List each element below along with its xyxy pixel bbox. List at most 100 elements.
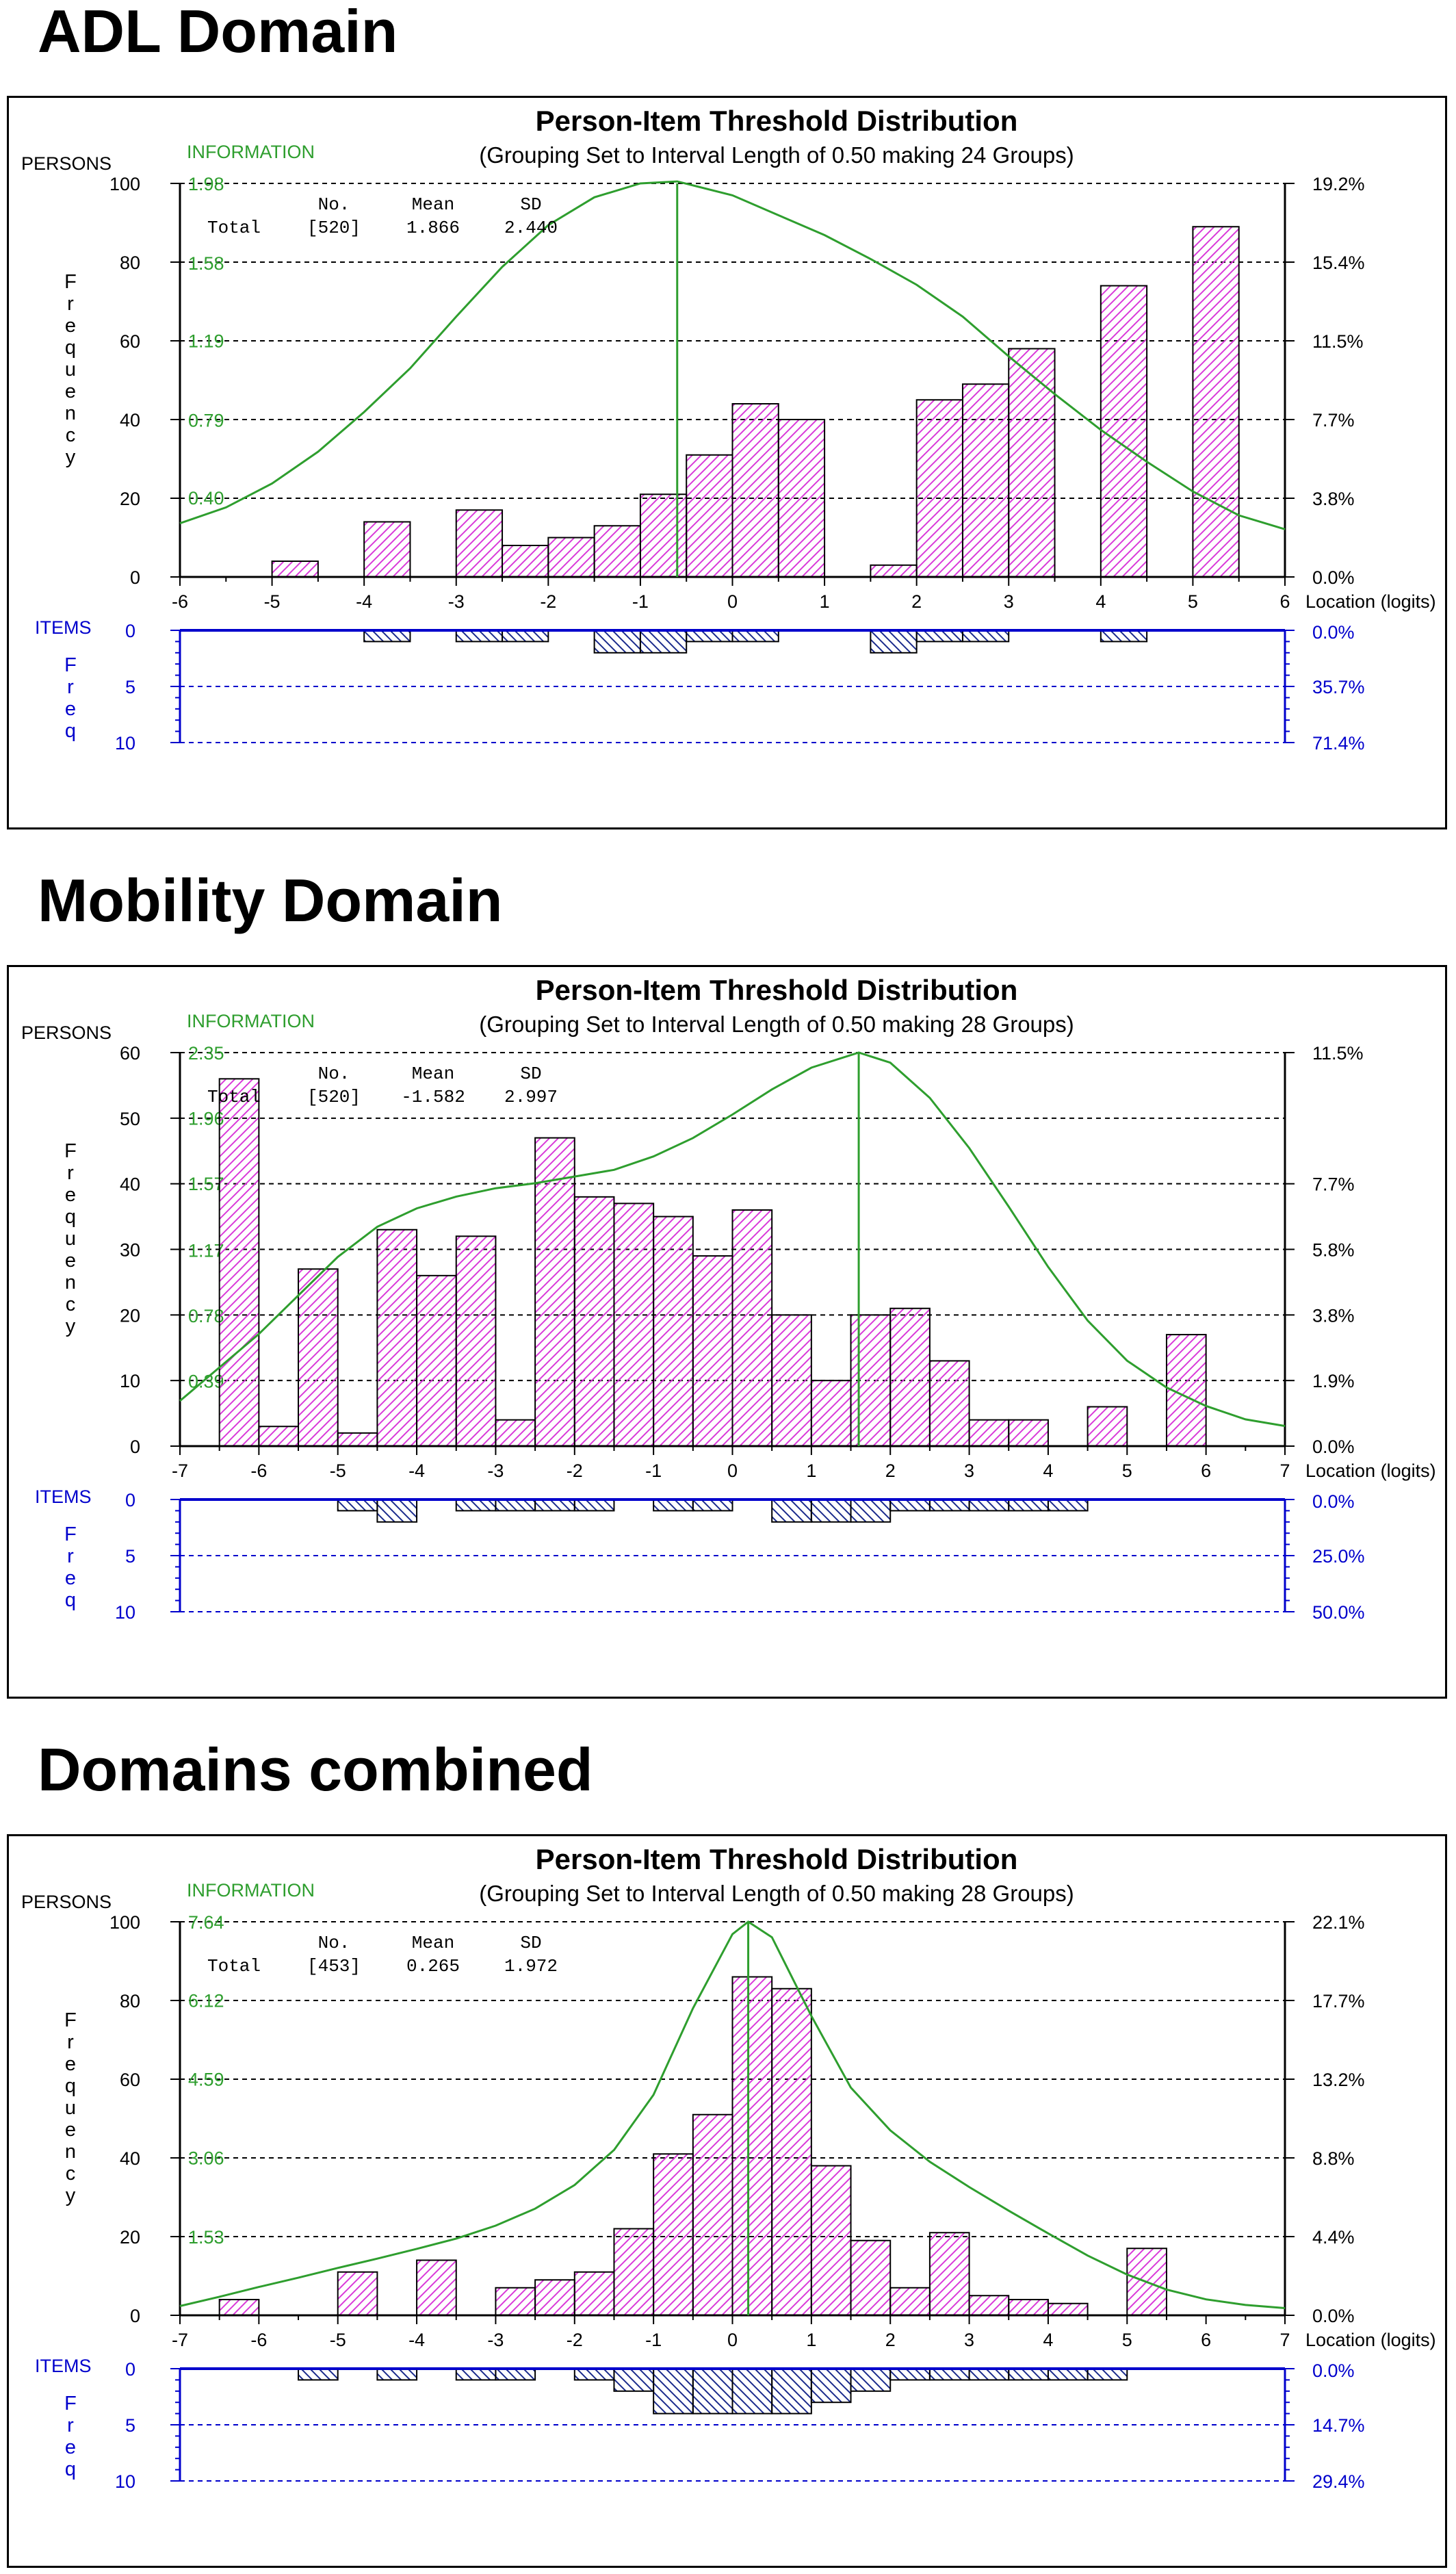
person-bar [639, 493, 688, 578]
y-tick-label: 50 [120, 1109, 140, 1129]
person-bar [1047, 2302, 1089, 2316]
person-bar [928, 1360, 970, 1447]
person-bar [810, 2165, 852, 2316]
pct-tick-label: 1.9% [1312, 1371, 1355, 1391]
information-label: INFORMATION [187, 1880, 315, 1901]
person-bar [455, 509, 504, 578]
ylabel-letter: n [65, 402, 76, 424]
information-curve [179, 1920, 1286, 2309]
x-tick-label: -3 [487, 2330, 504, 2350]
y-tick-label: 60 [120, 331, 140, 352]
item-bar [915, 630, 963, 643]
item-bar [573, 1499, 615, 1512]
pct-tick-label: 5.8% [1312, 1240, 1355, 1261]
stats-count: [520] [307, 1087, 361, 1107]
person-bar [376, 1228, 418, 1447]
info-tick-label: 0.79 [188, 411, 224, 431]
x-tick-label: -1 [645, 2330, 662, 2350]
stats-header-mean: Mean [412, 1933, 454, 1953]
chart-combined: Person-Item Threshold Distribution (Group… [21, 1843, 1436, 2492]
items-pct-label: 35.7% [1312, 677, 1365, 697]
stats-header-no: No. [318, 1064, 350, 1084]
x-tick-label: -5 [330, 2330, 346, 2350]
item-bar [363, 630, 411, 643]
person-bar [613, 2228, 655, 2316]
items-tick-label: 10 [115, 2471, 135, 2492]
item-bar [692, 1499, 733, 1512]
person-bar [573, 2271, 615, 2316]
person-bar [850, 1314, 892, 1447]
x-tick-label: 4 [1043, 2330, 1053, 2350]
person-bar [1008, 348, 1056, 578]
items-ylabel-letter: e [65, 698, 76, 720]
items-ylabel-letter: e [65, 1567, 76, 1589]
ylabel-letter: y [66, 2185, 76, 2206]
x-tick-label: 6 [1201, 1460, 1211, 1481]
information-curve [179, 180, 1286, 530]
x-tick-label: 1 [806, 1460, 816, 1481]
item-bar [613, 2368, 655, 2392]
items-label: ITEMS [35, 1487, 92, 1507]
item-bar [653, 1499, 694, 1512]
person-bar [593, 525, 641, 578]
pct-tick-label: 13.2% [1312, 2070, 1365, 2090]
x-tick-label: 6 [1201, 2330, 1211, 2350]
stats-mean: 0.265 [406, 1956, 460, 1977]
chart-panel-combined: Person-Item Threshold Distribution (Group… [7, 1834, 1447, 2568]
person-bar [870, 564, 918, 578]
items-ylabel-letter: r [67, 2415, 74, 2436]
person-bar [363, 521, 411, 578]
x-tick-label: 0 [727, 1460, 738, 1481]
item-bar [593, 630, 641, 654]
ylabel-letter: c [66, 424, 76, 446]
item-bar [771, 2368, 812, 2415]
pct-tick-label: 15.4% [1312, 253, 1365, 273]
items-pct-label: 0.0% [1312, 622, 1355, 643]
item-bar [968, 2368, 1010, 2381]
item-bar [731, 2368, 773, 2415]
x-tick-label: -2 [567, 2330, 583, 2350]
x-tick-label: -6 [172, 591, 188, 612]
ylabel-letter: y [66, 1315, 76, 1337]
information-curve [179, 1051, 1286, 1428]
stats-total-label: Total [207, 1087, 261, 1107]
person-bar [731, 1976, 773, 2316]
person-bar [1192, 226, 1240, 578]
person-bar [534, 2279, 575, 2316]
x-tick-label: -2 [567, 1460, 583, 1481]
items-ylabel-letter: q [65, 2458, 76, 2480]
person-bar [502, 545, 549, 578]
pct-tick-label: 7.7% [1312, 410, 1355, 430]
person-bar [692, 1255, 733, 1447]
item-bar [1100, 630, 1148, 643]
person-bar [686, 454, 733, 578]
chart-subtitle: (Grouping Set to Interval Length of 0.50… [479, 1881, 1074, 1906]
item-bar [961, 630, 1010, 643]
y-tick-label: 60 [120, 1043, 140, 1064]
info-tick-label: 0.78 [188, 1306, 224, 1326]
item-bar [495, 2368, 536, 2381]
item-bar [889, 1499, 931, 1512]
section-heading-adl: ADL Domain [38, 0, 398, 65]
y-tick-label: 100 [109, 174, 140, 194]
person-bar [850, 2239, 892, 2316]
items-tick-label: 0 [125, 621, 135, 641]
y-tick-label: 30 [120, 1240, 140, 1261]
x-tick-label: 0 [727, 2330, 738, 2350]
information-label: INFORMATION [187, 142, 315, 162]
items-pct-label: 50.0% [1312, 1602, 1365, 1623]
stats-header-sd: SD [520, 1933, 541, 1953]
person-bar [1008, 2299, 1049, 2316]
stats-total-label: Total [207, 218, 261, 238]
item-bar [653, 2368, 694, 2415]
items-tick-label: 10 [115, 1602, 135, 1623]
item-bar [1087, 2368, 1128, 2381]
items-ylabel-letter: q [65, 720, 76, 742]
person-bar [928, 2232, 970, 2316]
x-tick-label: -7 [172, 1460, 188, 1481]
x-tick-label: -3 [448, 591, 465, 612]
information-label: INFORMATION [187, 1011, 315, 1031]
person-bar [455, 1235, 497, 1447]
person-bar [547, 537, 595, 578]
x-tick-label: -4 [356, 591, 372, 612]
